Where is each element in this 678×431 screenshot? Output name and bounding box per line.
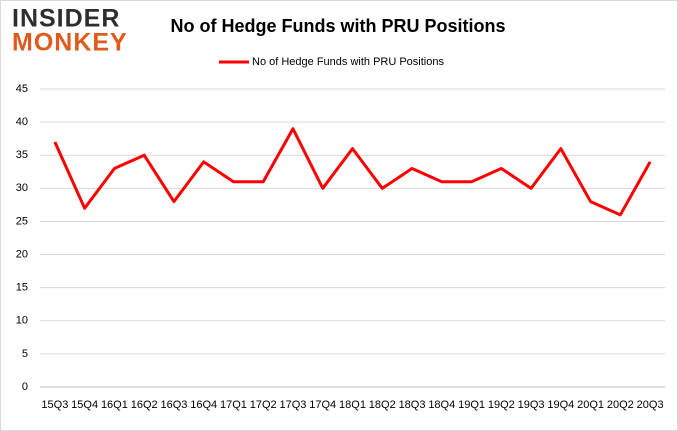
y-tick-label: 0 — [22, 381, 28, 393]
y-tick-label: 5 — [22, 348, 28, 360]
y-tick-label: 30 — [16, 182, 28, 194]
legend-label: No of Hedge Funds with PRU Positions — [252, 56, 444, 68]
x-tick-label: 20Q2 — [607, 399, 634, 411]
y-tick-label: 45 — [16, 83, 28, 95]
y-tick-label: 40 — [16, 116, 28, 128]
x-tick-label: 18Q1 — [339, 399, 366, 411]
x-tick-label: 19Q4 — [547, 399, 574, 411]
x-tick-label: 16Q1 — [101, 399, 128, 411]
x-tick-label: 18Q2 — [369, 399, 396, 411]
y-tick-label: 15 — [16, 282, 28, 294]
y-tick-label: 10 — [16, 315, 28, 327]
x-tick-label: 16Q3 — [160, 399, 187, 411]
y-tick-label: 25 — [16, 215, 28, 227]
data-line — [53, 127, 652, 217]
x-tick-label: 18Q3 — [399, 399, 426, 411]
x-tick-label: 19Q2 — [488, 399, 515, 411]
x-tick-label: 18Q4 — [428, 399, 455, 411]
logo-top: INSIDER — [12, 5, 120, 33]
x-tick-label: 17Q1 — [220, 399, 247, 411]
x-tick-label: 17Q4 — [309, 399, 336, 411]
x-tick-label: 15Q4 — [71, 399, 98, 411]
logo-bottom: MONKEY — [12, 29, 128, 57]
y-tick-label: 35 — [16, 149, 28, 161]
x-tick-label: 20Q3 — [637, 399, 664, 411]
x-tick-label: 19Q1 — [458, 399, 485, 411]
x-tick-label: 16Q4 — [190, 399, 217, 411]
y-tick-label: 20 — [16, 248, 28, 260]
x-tick-label: 19Q3 — [518, 399, 545, 411]
x-tick-label: 16Q2 — [131, 399, 158, 411]
x-tick-label: 15Q3 — [41, 399, 68, 411]
x-tick-label: 17Q3 — [280, 399, 307, 411]
chart-title: No of Hedge Funds with PRU Positions — [171, 16, 506, 36]
x-tick-label: 17Q2 — [250, 399, 277, 411]
x-tick-label: 20Q1 — [577, 399, 604, 411]
